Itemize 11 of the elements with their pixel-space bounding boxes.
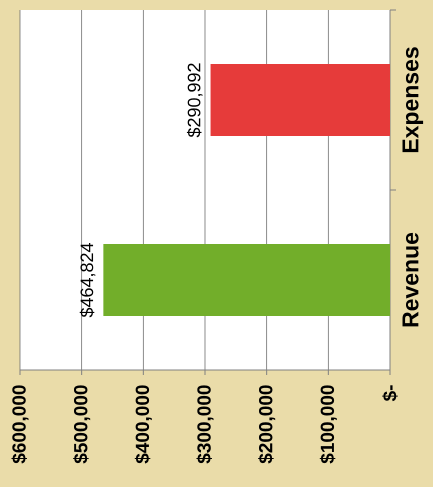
y-tick-label: Expenses — [402, 47, 424, 152]
x-tick-label: $200,000 — [258, 385, 276, 464]
x-tick-label: $100,000 — [320, 385, 337, 464]
x-tick-label: $500,000 — [73, 385, 90, 464]
x-tick-label: $400,000 — [134, 385, 152, 464]
x-tick-label: $300,000 — [196, 385, 214, 464]
data-label: $290,992 — [186, 63, 203, 138]
data-label: $464,824 — [80, 243, 96, 318]
y-tick-label: Revenue — [402, 232, 419, 326]
x-tick-label: $- — [382, 385, 398, 402]
x-tick-label: $600,000 — [11, 385, 29, 464]
